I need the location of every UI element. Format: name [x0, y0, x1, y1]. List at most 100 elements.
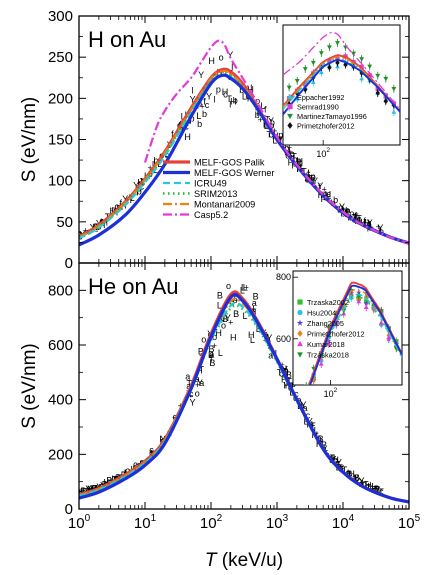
- inset-legend-marker: [287, 93, 293, 100]
- experimental-point: c: [205, 100, 210, 110]
- experimental-point: Y: [339, 202, 345, 212]
- experimental-point: B: [80, 486, 86, 496]
- experimental-point: +: [344, 205, 349, 215]
- inset-legend-label: Primetzhofer2012: [297, 122, 355, 131]
- inset-data-point: [304, 392, 309, 397]
- experimental-point: f: [355, 211, 358, 221]
- inset-legend-marker: [297, 309, 303, 316]
- experimental-point: T: [290, 381, 296, 391]
- experimental-point: Y: [358, 476, 364, 486]
- legend-label: Casp5.2: [194, 210, 228, 220]
- experimental-point: H: [365, 481, 372, 491]
- experimental-point: o: [330, 451, 335, 461]
- experimental-point: o: [201, 335, 206, 345]
- experimental-point: o: [366, 219, 371, 229]
- experimental-point: p: [367, 221, 372, 231]
- experimental-point: b: [290, 149, 295, 159]
- legend-label: MELF-GOS Werner: [194, 168, 275, 178]
- x-axis-unit: (keV/u): [217, 550, 284, 571]
- x-tick-exponent: 5: [415, 513, 421, 524]
- inset-plot-area: [283, 31, 400, 117]
- experimental-point: L: [241, 283, 246, 293]
- inset-data-point: [318, 69, 324, 75]
- experimental-point: o: [349, 209, 354, 219]
- experimental-point: L: [266, 334, 271, 344]
- experimental-point: H: [184, 132, 191, 142]
- experimental-point: H: [215, 328, 222, 338]
- experimental-point: +: [258, 115, 263, 125]
- experimental-point: +: [326, 194, 331, 204]
- experimental-point: T: [366, 482, 372, 492]
- panel-label: H on Au: [88, 27, 166, 52]
- experimental-point: H: [363, 218, 370, 228]
- x-tick-label: 105: [398, 513, 421, 532]
- experimental-point: Y: [312, 176, 318, 186]
- experimental-point: T: [128, 195, 134, 205]
- inset-legend-label: Zhang2005: [307, 319, 344, 328]
- experimental-point: T: [373, 484, 379, 494]
- experimental-point: b: [202, 109, 207, 119]
- experimental-point: p: [306, 171, 311, 181]
- experimental-point: a: [268, 351, 273, 361]
- experimental-point: Y: [197, 378, 203, 388]
- experimental-point: +: [93, 482, 98, 492]
- y-tick-label: 50: [56, 214, 73, 231]
- experimental-point: l: [214, 94, 216, 104]
- experimental-point: +: [212, 341, 217, 351]
- inset-x-tick-label: 102: [324, 387, 338, 399]
- experimental-point: l: [192, 85, 194, 95]
- experimental-point: b: [233, 95, 238, 105]
- x-tick-base: 10: [200, 515, 217, 532]
- experimental-point: +: [178, 401, 183, 411]
- experimental-point: L: [361, 479, 366, 489]
- panel-label: He on Au: [88, 274, 179, 299]
- experimental-point: L: [111, 474, 116, 484]
- experimental-point: p: [77, 229, 82, 239]
- experimental-point: p: [189, 113, 194, 123]
- experimental-point: +: [244, 283, 249, 293]
- inset-plot-area: [303, 281, 402, 397]
- experimental-point: H: [325, 189, 332, 199]
- experimental-point: f: [120, 198, 123, 208]
- experimental-point: Y: [374, 485, 380, 495]
- inset-data-point: [326, 45, 332, 50]
- y-tick-label: 400: [48, 392, 73, 409]
- experimental-point: L: [323, 443, 328, 453]
- experimental-point: H: [360, 217, 367, 227]
- inset-curve-montanari2009: [283, 55, 400, 112]
- experimental-point: H: [332, 455, 339, 465]
- experimental-point: B: [253, 292, 259, 302]
- inset-legend-label: MartinezTamayo1996: [297, 112, 367, 121]
- experimental-point: l: [299, 162, 301, 172]
- experimental-point: H: [281, 375, 288, 385]
- experimental-point: H: [109, 206, 116, 216]
- experimental-point: o: [86, 485, 91, 495]
- experimental-point: H: [248, 330, 255, 340]
- experimental-point: a: [185, 371, 190, 381]
- experimental-point: B: [217, 291, 223, 301]
- experimental-point: B: [208, 350, 214, 360]
- experimental-point: L: [242, 91, 247, 101]
- y-tick-label: 200: [48, 446, 73, 463]
- experimental-point: H: [87, 484, 94, 494]
- experimental-point: c: [133, 459, 138, 469]
- experimental-point: B: [318, 434, 324, 444]
- inset-data-point: [294, 79, 300, 84]
- inset-data-point: [318, 361, 324, 366]
- experimental-point: +: [147, 163, 152, 173]
- experimental-point: l: [354, 212, 356, 222]
- inset-data-point: [310, 60, 316, 66]
- experimental-point: L: [243, 283, 248, 293]
- experimental-point: f: [318, 182, 321, 192]
- x-tick-base: 10: [68, 515, 85, 532]
- experimental-point: f: [368, 220, 371, 230]
- experimental-point: a: [199, 378, 204, 388]
- experimental-point: o: [92, 221, 97, 231]
- experimental-point: c: [149, 445, 154, 455]
- experimental-point: c: [340, 462, 345, 472]
- inset-legend-label: Trzaska2002: [307, 298, 349, 307]
- experimental-point: p: [310, 172, 315, 182]
- experimental-point: +: [188, 390, 193, 400]
